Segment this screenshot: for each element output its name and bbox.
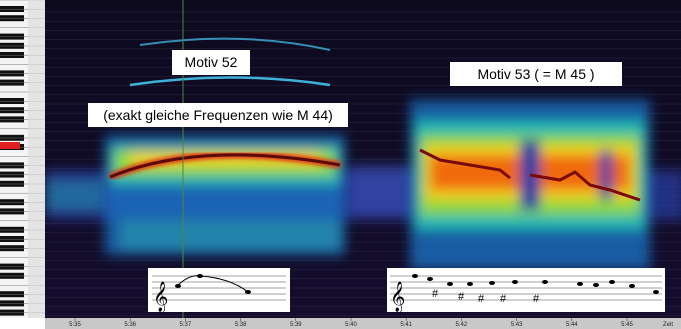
- notation-52: 𝄞: [148, 268, 290, 313]
- time-label: 5:36: [124, 322, 136, 328]
- time-label: 5:35: [69, 322, 81, 328]
- svg-text:#: #: [432, 288, 439, 300]
- motiv-52-trace: [109, 153, 341, 179]
- time-label: 5:38: [235, 322, 247, 328]
- time-label: 5:44: [566, 322, 578, 328]
- motiv-53-trace: [419, 148, 641, 202]
- time-label: 5:41: [400, 322, 412, 328]
- motiv-53-energy: [410, 100, 650, 270]
- annotation: (exakt gleiche Frequenzen wie M 44): [103, 107, 333, 123]
- svg-text:#: #: [458, 291, 465, 303]
- harmonic: [129, 76, 331, 87]
- time-axis: 5:35 5:36 5:37 5:38 5:39 5:40 5:41 5:42 5:43 5:44…: [69, 318, 673, 328]
- scale-strip: [28, 0, 45, 318]
- harmonic: [139, 37, 331, 51]
- label-box: [450, 62, 622, 86]
- time-label: 5:40: [345, 322, 357, 328]
- time-unit: Zeit: [663, 322, 673, 328]
- active-key: [0, 142, 20, 149]
- svg-text:#: #: [533, 293, 540, 305]
- svg-text:#: #: [500, 293, 507, 305]
- time-label: 5:39: [290, 322, 302, 328]
- label-box: [88, 103, 348, 127]
- time-label: 5:42: [456, 322, 468, 328]
- time-label: 5:45: [621, 322, 633, 328]
- notation-53: 𝄞 # # # # #: [387, 268, 665, 313]
- annotation: Motiv 53 ( = M 45 ): [477, 66, 594, 82]
- label-box: [172, 50, 250, 75]
- time-axis-strip: [45, 318, 681, 329]
- svg-text:#: #: [478, 293, 485, 305]
- svg-text:𝄞: 𝄞: [153, 281, 168, 313]
- time-label: 5:37: [180, 322, 192, 328]
- piano-keyboard: [0, 0, 45, 318]
- svg-text:𝄞: 𝄞: [390, 281, 405, 313]
- annotation: Motiv 52: [185, 54, 238, 70]
- time-label: 5:43: [511, 322, 523, 328]
